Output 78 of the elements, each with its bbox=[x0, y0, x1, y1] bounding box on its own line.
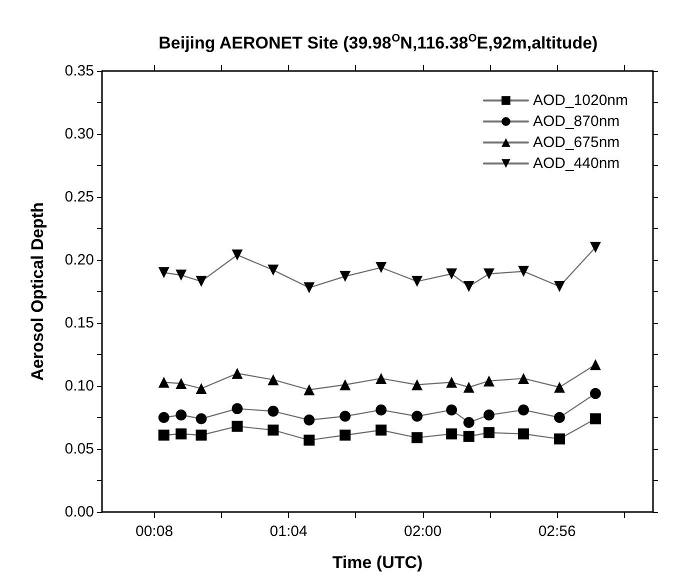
point bbox=[463, 417, 474, 428]
point bbox=[340, 430, 351, 441]
point bbox=[463, 280, 474, 292]
y-tick-label: 0.00 bbox=[64, 504, 94, 520]
point bbox=[412, 432, 423, 444]
legend-label: AOD_870nm bbox=[532, 113, 620, 130]
point bbox=[518, 266, 530, 277]
x-tick-label: 01:04 bbox=[270, 523, 308, 540]
point bbox=[483, 427, 494, 438]
point bbox=[196, 276, 207, 287]
point bbox=[340, 410, 351, 422]
point bbox=[232, 403, 243, 414]
point bbox=[268, 264, 279, 276]
point bbox=[268, 406, 279, 417]
point bbox=[518, 404, 530, 416]
point bbox=[446, 376, 458, 388]
point bbox=[376, 404, 387, 416]
point bbox=[304, 384, 315, 396]
point bbox=[483, 375, 494, 386]
point bbox=[446, 428, 458, 440]
x-tick-label: 02:00 bbox=[404, 523, 442, 540]
legend-label: AOD_440nm bbox=[532, 155, 620, 172]
point bbox=[376, 262, 387, 274]
point bbox=[196, 413, 207, 424]
point bbox=[376, 424, 387, 436]
point bbox=[376, 372, 387, 384]
y-tick-label: 0.05 bbox=[64, 440, 94, 458]
legend-label: AOD_1020nm bbox=[532, 92, 628, 109]
point bbox=[304, 282, 315, 294]
point bbox=[483, 268, 494, 280]
point bbox=[232, 420, 243, 432]
x-tick-label: 02:56 bbox=[538, 523, 576, 540]
point bbox=[446, 268, 458, 280]
point bbox=[158, 267, 170, 278]
y-axis-title: Aerosol Optical Depth bbox=[28, 202, 47, 381]
legend-label: AOD_675nm bbox=[532, 134, 620, 151]
point bbox=[196, 430, 207, 441]
point bbox=[158, 376, 170, 388]
point bbox=[340, 270, 351, 282]
y-tick-label: 0.25 bbox=[64, 188, 94, 206]
point bbox=[518, 428, 530, 440]
point bbox=[412, 276, 423, 287]
point bbox=[446, 404, 458, 416]
point bbox=[554, 433, 565, 444]
point bbox=[412, 379, 423, 390]
point bbox=[590, 359, 601, 370]
point bbox=[158, 412, 170, 423]
x-tick-label: 00:08 bbox=[135, 523, 174, 540]
point bbox=[304, 434, 315, 446]
point bbox=[196, 383, 207, 394]
point bbox=[268, 424, 279, 436]
point bbox=[590, 388, 601, 400]
point bbox=[463, 430, 474, 442]
point bbox=[412, 410, 423, 422]
point bbox=[268, 374, 279, 386]
point bbox=[232, 249, 243, 260]
point bbox=[554, 412, 565, 423]
y-tick-label: 0.20 bbox=[64, 252, 94, 268]
point bbox=[590, 413, 601, 424]
y-tick-label: 0.15 bbox=[64, 314, 94, 332]
point bbox=[176, 378, 187, 389]
point bbox=[590, 242, 601, 253]
point bbox=[518, 372, 530, 384]
point bbox=[304, 414, 315, 426]
y-tick-label: 0.30 bbox=[64, 126, 94, 142]
point bbox=[554, 280, 565, 292]
point bbox=[232, 368, 243, 379]
point bbox=[158, 430, 170, 441]
point bbox=[340, 379, 351, 390]
point bbox=[176, 409, 187, 420]
point bbox=[176, 428, 187, 440]
point bbox=[484, 409, 494, 420]
point bbox=[176, 270, 187, 281]
x-axis-title: Time (UTC) bbox=[332, 553, 423, 572]
point bbox=[463, 382, 474, 393]
point bbox=[554, 382, 565, 393]
y-tick-label: 0.35 bbox=[64, 62, 94, 80]
y-tick-label: 0.10 bbox=[64, 378, 94, 394]
